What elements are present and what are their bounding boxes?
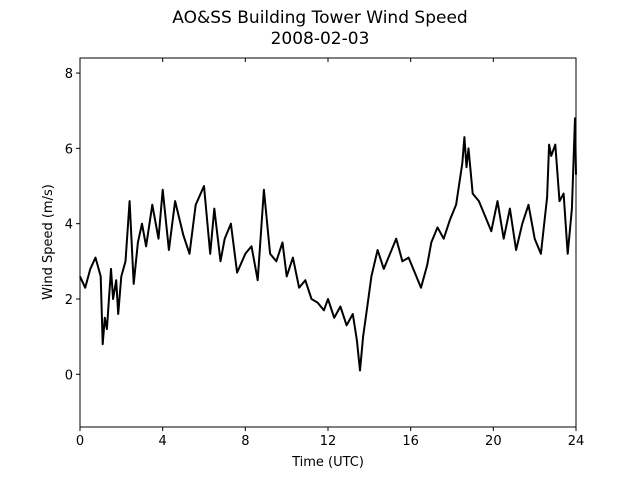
y-axis-label: Wind Speed (m/s) bbox=[41, 184, 56, 300]
chart-title: AO&SS Building Tower Wind Speed bbox=[172, 8, 468, 28]
y-tick-label: 6 bbox=[65, 142, 73, 157]
x-tick-label: 24 bbox=[568, 434, 585, 449]
x-tick-label: 12 bbox=[320, 434, 337, 449]
axes-frame bbox=[79, 57, 577, 428]
chart-subtitle: 2008-02-03 bbox=[270, 29, 370, 49]
y-tick-label: 8 bbox=[65, 67, 73, 82]
y-tick-label: 0 bbox=[65, 368, 73, 383]
x-tick-label: 20 bbox=[485, 434, 502, 449]
series-line-0 bbox=[79, 117, 577, 372]
x-tick-label: 16 bbox=[402, 434, 419, 449]
x-tick-label: 0 bbox=[76, 434, 84, 449]
y-axis: 0 2 4 6 8 bbox=[65, 67, 80, 383]
y-tick-label: 2 bbox=[65, 293, 73, 308]
y-tick-label: 4 bbox=[65, 218, 73, 233]
plot-area-lines bbox=[79, 117, 577, 372]
x-tick-label: 4 bbox=[159, 434, 167, 449]
x-axis: 0 4 8 12 16 20 24 bbox=[76, 58, 584, 449]
x-tick-label: 8 bbox=[241, 434, 249, 449]
x-axis-label: Time (UTC) bbox=[291, 455, 364, 470]
